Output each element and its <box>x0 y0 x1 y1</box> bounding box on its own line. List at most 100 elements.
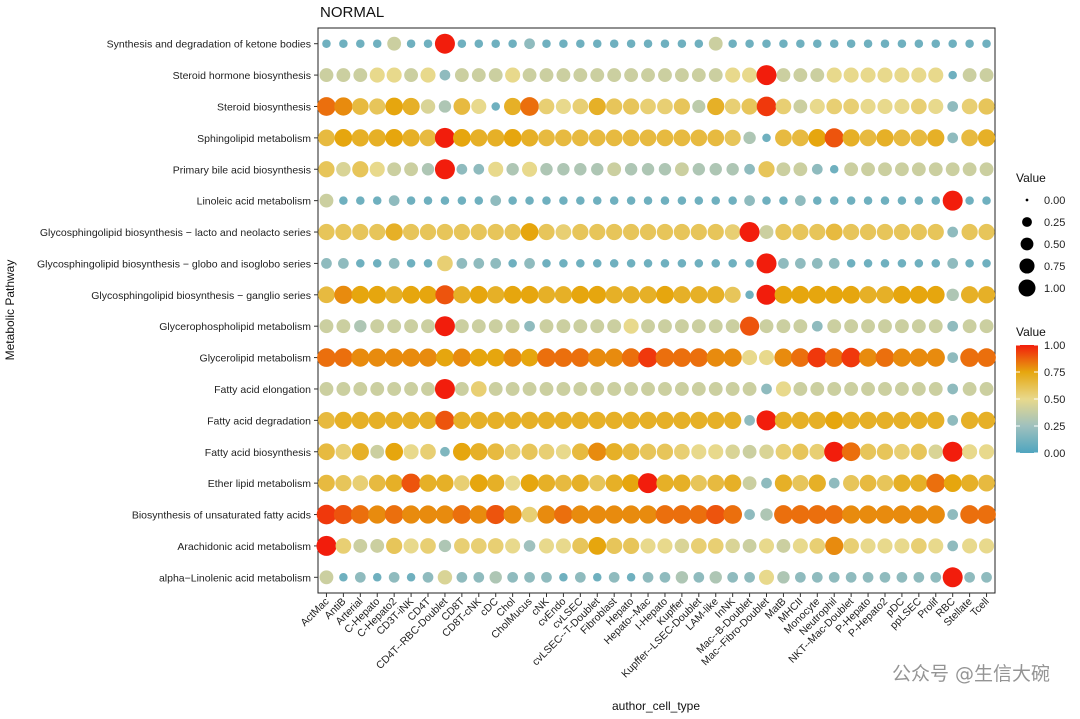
dot-mark <box>859 129 877 147</box>
dot-mark <box>910 129 928 147</box>
watermark: 公众号 @生信大碗 <box>891 663 1050 685</box>
size-legend-label: 0.75 <box>1044 261 1065 273</box>
dot-mark <box>825 223 843 241</box>
dot-mark <box>436 348 454 367</box>
dot-mark <box>979 68 994 82</box>
dot-mark <box>336 162 351 177</box>
dot-mark <box>811 163 823 175</box>
dot-mark <box>894 538 910 554</box>
dot-mark <box>505 319 520 334</box>
dot-mark <box>981 571 992 583</box>
dot-mark <box>977 411 996 429</box>
dot-mark <box>656 474 674 492</box>
dot-mark <box>593 39 602 48</box>
dot-mark <box>911 98 927 115</box>
dot-mark <box>878 319 892 334</box>
dot-mark <box>707 474 725 492</box>
dot-mark <box>893 129 911 147</box>
dot-mark <box>931 196 941 205</box>
dot-mark <box>795 195 806 206</box>
color-legend-label: 0.00 <box>1044 448 1065 460</box>
dot-mark <box>657 98 673 115</box>
dot-mark <box>793 99 808 114</box>
dot-mark <box>571 474 589 492</box>
dot-mark <box>435 285 455 305</box>
dot-mark <box>504 223 521 241</box>
dot-mark <box>656 443 674 460</box>
dot-mark <box>624 68 639 82</box>
dot-mark <box>674 538 690 554</box>
dot-mark <box>370 539 385 553</box>
y-tick-label: Glycosphingolipid biosynthesis − lacto a… <box>40 227 311 239</box>
dot-mark <box>605 443 623 461</box>
dot-mark <box>639 286 657 304</box>
dot-mark <box>402 129 420 147</box>
dot-mark <box>434 127 455 148</box>
dot-mark <box>947 415 959 426</box>
dot-mark <box>893 474 911 492</box>
dot-mark <box>756 410 777 431</box>
dot-mark <box>863 39 873 48</box>
dot-mark <box>418 348 438 367</box>
dot-mark <box>894 443 910 460</box>
dot-mark <box>725 538 740 554</box>
dot-mark <box>824 505 844 524</box>
dot-mark <box>673 223 690 241</box>
dot-mark <box>793 68 808 82</box>
dot-mark <box>928 67 944 83</box>
dot-mark <box>368 285 387 304</box>
dot-mark <box>440 446 450 457</box>
dot-mark <box>756 253 777 274</box>
dot-mark <box>370 319 385 334</box>
dot-mark <box>793 382 808 396</box>
dot-mark <box>559 196 568 205</box>
dot-mark <box>947 509 959 520</box>
dot-mark <box>707 411 725 429</box>
dot-mark <box>694 39 704 48</box>
dot-mark <box>440 196 450 205</box>
dot-mark <box>894 67 910 83</box>
dot-mark <box>607 162 622 177</box>
dot-mark <box>488 382 503 396</box>
dot-mark <box>334 128 353 147</box>
dot-mark <box>319 319 334 334</box>
dot-mark <box>623 223 640 241</box>
dot-mark <box>388 195 400 206</box>
dot-mark <box>593 259 602 268</box>
dot-mark <box>589 223 606 241</box>
dot-mark <box>423 39 433 48</box>
dot-mark <box>876 411 894 429</box>
dot-mark <box>385 474 403 492</box>
dot-mark <box>859 286 877 304</box>
dot-mark <box>588 505 607 524</box>
dot-mark <box>605 348 624 367</box>
dot-mark <box>824 128 844 148</box>
dot-mark <box>576 39 585 48</box>
dot-mark <box>419 474 437 492</box>
dot-mark <box>622 443 640 461</box>
dot-mark <box>809 223 826 241</box>
size-legend-dot <box>1022 217 1032 227</box>
dot-mark <box>947 132 959 144</box>
dot-mark <box>641 382 655 396</box>
dot-mark <box>638 347 658 368</box>
dot-mark <box>605 505 624 524</box>
dot-mark <box>508 39 517 48</box>
dot-mark <box>960 505 979 524</box>
dot-mark <box>774 474 793 492</box>
dot-mark <box>876 443 894 460</box>
dot-mark <box>776 68 791 82</box>
dot-mark <box>673 129 691 147</box>
dot-mark <box>420 538 436 554</box>
dot-mark <box>402 223 420 241</box>
dot-mark <box>947 320 959 332</box>
dot-mark <box>639 443 657 460</box>
dot-mark <box>813 196 822 205</box>
dot-mark <box>573 68 588 82</box>
dot-mark <box>335 223 352 241</box>
dot-mark <box>623 318 639 334</box>
dot-mark <box>656 223 674 241</box>
dot-mark <box>454 319 469 334</box>
dot-mark <box>522 382 537 396</box>
dot-mark <box>316 504 337 525</box>
